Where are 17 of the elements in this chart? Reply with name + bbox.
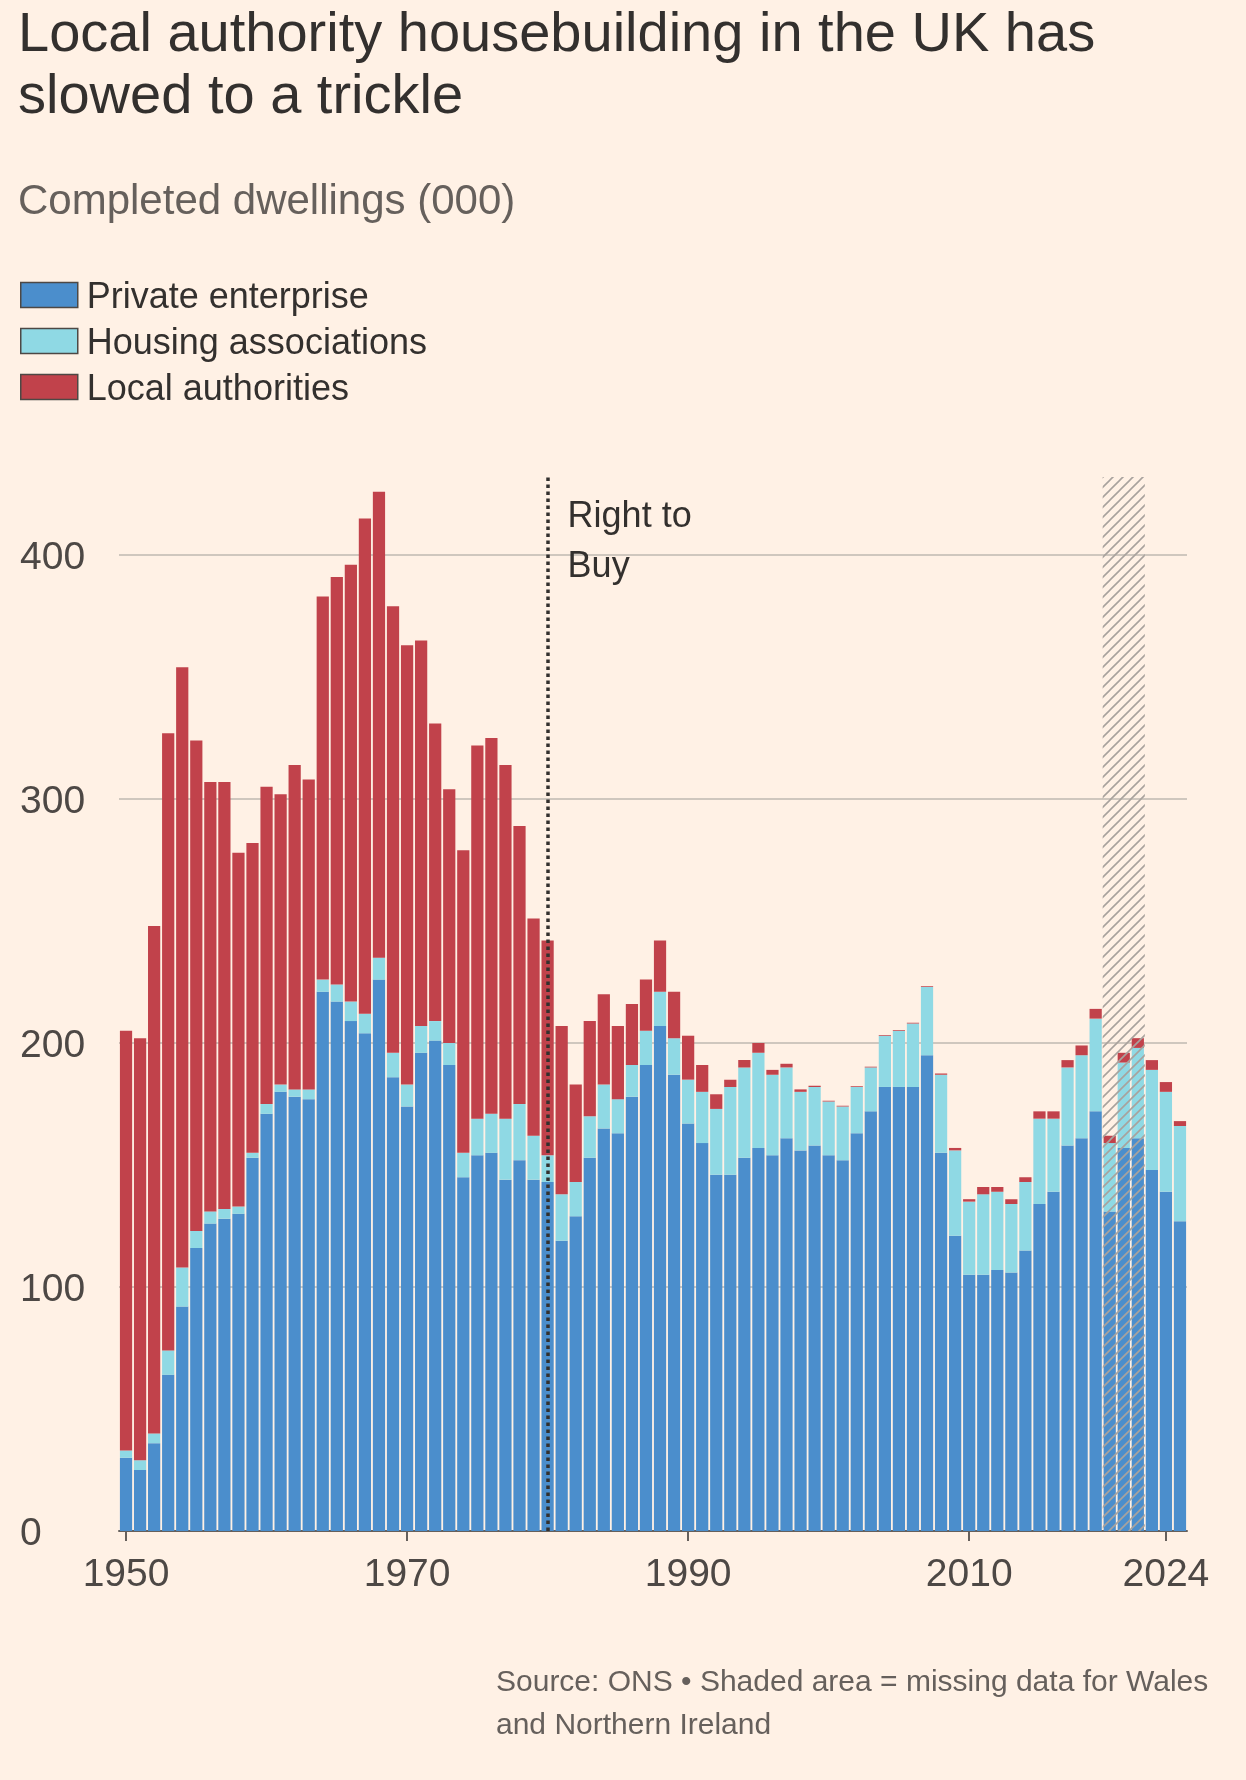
legend-label: Private enterprise xyxy=(86,274,369,316)
y-tick-label: 0 xyxy=(20,1509,42,1553)
x-tick-label: 1950 xyxy=(82,1551,170,1594)
x-tick-label: 1990 xyxy=(644,1551,732,1594)
legend-label: Housing associations xyxy=(86,320,427,362)
source-note: Source: ONS • Shaded area = missing data for Wales and Northern Ireland xyxy=(496,1664,1209,1740)
y-tick-label: 400 xyxy=(20,533,86,577)
x-tick-label: 1970 xyxy=(363,1551,451,1594)
y-tick-label: 200 xyxy=(20,1021,86,1065)
legend-label: Local authorities xyxy=(86,366,349,408)
x-tick-label: 2024 xyxy=(1122,1551,1210,1594)
chart-title: Local authority housebuilding in the UK has slowed to a trickle xyxy=(18,0,1111,125)
x-tick-label: 2010 xyxy=(925,1551,1013,1594)
chart-subtitle: Completed dwellings (000) xyxy=(18,175,516,223)
ref-line-label: Right to Buy xyxy=(567,493,692,585)
y-tick-label: 300 xyxy=(20,777,86,821)
y-tick-label: 100 xyxy=(20,1265,86,1309)
